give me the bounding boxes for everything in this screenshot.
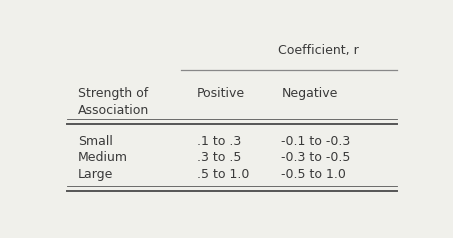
Text: Strength of
Association: Strength of Association bbox=[78, 87, 149, 117]
Text: Negative: Negative bbox=[281, 87, 337, 100]
Text: -0.3 to -0.5: -0.3 to -0.5 bbox=[281, 151, 351, 164]
Text: Coefficient, r: Coefficient, r bbox=[278, 44, 359, 57]
Text: .3 to .5: .3 to .5 bbox=[197, 151, 241, 164]
Text: .1 to .3: .1 to .3 bbox=[197, 135, 241, 148]
Text: -0.1 to -0.3: -0.1 to -0.3 bbox=[281, 135, 351, 148]
Text: -0.5 to 1.0: -0.5 to 1.0 bbox=[281, 168, 346, 181]
Text: Medium: Medium bbox=[78, 151, 128, 164]
Text: .5 to 1.0: .5 to 1.0 bbox=[197, 168, 250, 181]
Text: Large: Large bbox=[78, 168, 113, 181]
Text: Positive: Positive bbox=[197, 87, 245, 100]
Text: Small: Small bbox=[78, 135, 112, 148]
